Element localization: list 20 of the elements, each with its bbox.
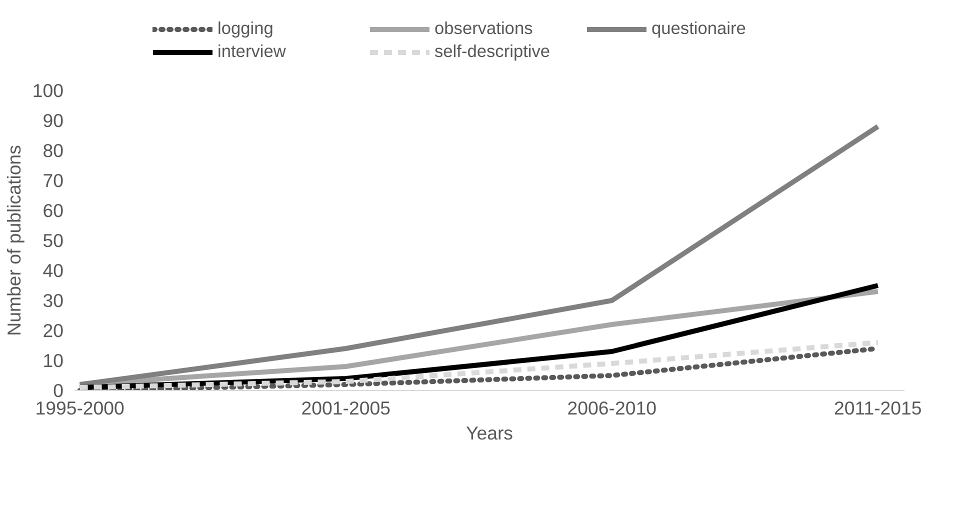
legend-label: logging [218, 18, 274, 39]
y-tick-label: 10 [42, 350, 64, 371]
x-tick-label: 2001-2005 [301, 398, 390, 418]
x-axis-title: Years [466, 422, 514, 444]
y-tick-label: 70 [42, 170, 64, 191]
legend-label: interview [218, 41, 287, 62]
x-tick-label: 2011-2015 [834, 398, 922, 418]
y-tick-label: 100 [32, 80, 64, 101]
y-tick-label: 60 [42, 200, 64, 221]
y-tick-label: 20 [42, 320, 64, 341]
x-tick-label: 2006-2010 [567, 398, 656, 418]
y-tick-label: 90 [42, 110, 64, 131]
legend-label: self-descriptive [434, 41, 552, 62]
y-tick-label: 80 [42, 140, 64, 161]
y-tick-label: 40 [42, 260, 64, 281]
legend-label: observations [434, 18, 534, 39]
legend-label: questionaire [652, 18, 747, 39]
y-tick-label: 50 [42, 230, 64, 251]
y-tick-label: 30 [42, 290, 64, 311]
y-axis-title: Number of publications [3, 145, 24, 336]
